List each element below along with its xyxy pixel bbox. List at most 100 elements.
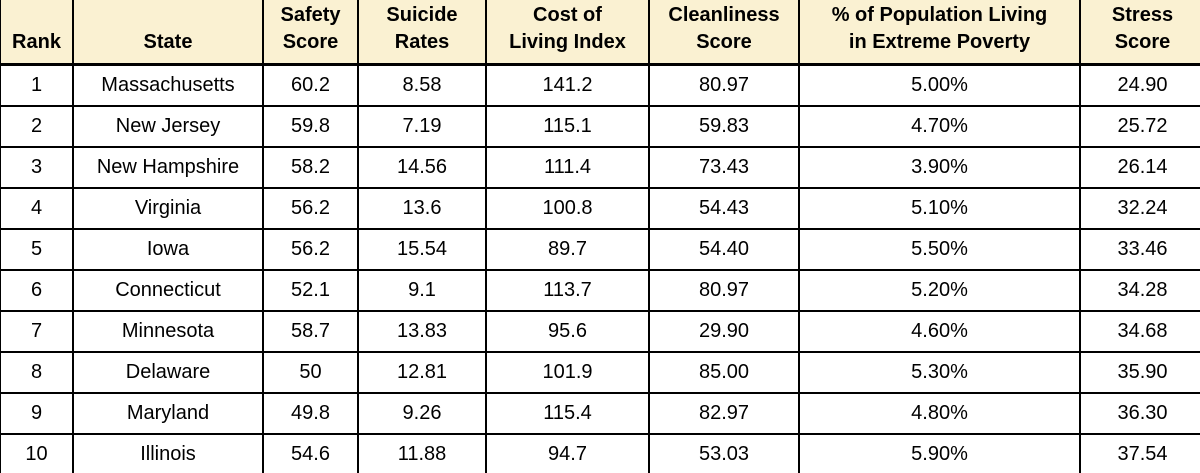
- cell-poverty-pct: 5.50%: [798, 227, 1081, 271]
- cell-stress-score: 32.24: [1079, 186, 1200, 230]
- table-row: 4 Virginia 56.2 13.6 100.8 54.43 5.10% 3…: [0, 186, 1200, 230]
- cell-cost-of-living: 101.9: [485, 350, 650, 394]
- cell-cleanliness-score: 85.00: [648, 350, 800, 394]
- cell-rank: 3: [0, 145, 74, 189]
- cell-suicide-rates: 13.6: [357, 186, 487, 230]
- table-row: 6 Connecticut 52.1 9.1 113.7 80.97 5.20%…: [0, 268, 1200, 312]
- column-header-safety-score: Safety Score: [262, 0, 359, 66]
- cell-suicide-rates: 13.83: [357, 309, 487, 353]
- column-header-cleanliness-score: Cleanliness Score: [648, 0, 800, 66]
- cell-rank: 10: [0, 432, 74, 473]
- cell-state: Maryland: [72, 391, 264, 435]
- table-row: 2 New Jersey 59.8 7.19 115.1 59.83 4.70%…: [0, 104, 1200, 148]
- cell-cost-of-living: 115.4: [485, 391, 650, 435]
- cell-poverty-pct: 4.70%: [798, 104, 1081, 148]
- cell-suicide-rates: 8.58: [357, 63, 487, 107]
- cell-stress-score: 37.54: [1079, 432, 1200, 473]
- cell-stress-score: 24.90: [1079, 63, 1200, 107]
- cell-suicide-rates: 9.26: [357, 391, 487, 435]
- column-header-suicide-rates: Suicide Rates: [357, 0, 487, 66]
- column-header-extreme-poverty-pct: % of Population Living in Extreme Povert…: [798, 0, 1081, 66]
- table-row: 3 New Hampshire 58.2 14.56 111.4 73.43 3…: [0, 145, 1200, 189]
- cell-poverty-pct: 4.60%: [798, 309, 1081, 353]
- cell-cleanliness-score: 54.40: [648, 227, 800, 271]
- cell-safety-score: 56.2: [262, 227, 359, 271]
- cell-suicide-rates: 11.88: [357, 432, 487, 473]
- cell-cleanliness-score: 59.83: [648, 104, 800, 148]
- cell-cost-of-living: 89.7: [485, 227, 650, 271]
- cell-poverty-pct: 5.20%: [798, 268, 1081, 312]
- cell-safety-score: 60.2: [262, 63, 359, 107]
- cell-safety-score: 56.2: [262, 186, 359, 230]
- cell-suicide-rates: 7.19: [357, 104, 487, 148]
- cell-safety-score: 59.8: [262, 104, 359, 148]
- cell-stress-score: 35.90: [1079, 350, 1200, 394]
- cell-cost-of-living: 100.8: [485, 186, 650, 230]
- cell-rank: 2: [0, 104, 74, 148]
- cell-poverty-pct: 5.90%: [798, 432, 1081, 473]
- cell-safety-score: 58.7: [262, 309, 359, 353]
- cell-cost-of-living: 113.7: [485, 268, 650, 312]
- cell-cost-of-living: 141.2: [485, 63, 650, 107]
- cell-stress-score: 36.30: [1079, 391, 1200, 435]
- cell-poverty-pct: 5.30%: [798, 350, 1081, 394]
- cell-state: Virginia: [72, 186, 264, 230]
- cell-rank: 4: [0, 186, 74, 230]
- table-row: 1 Massachusetts 60.2 8.58 141.2 80.97 5.…: [0, 63, 1200, 107]
- cell-stress-score: 26.14: [1079, 145, 1200, 189]
- cell-state: Massachusetts: [72, 63, 264, 107]
- column-header-stress-score: Stress Score: [1079, 0, 1200, 66]
- cell-suicide-rates: 9.1: [357, 268, 487, 312]
- cell-suicide-rates: 15.54: [357, 227, 487, 271]
- header-row: Rank State Safety Score Suicide Rates Co…: [0, 0, 1200, 66]
- cell-state: New Jersey: [72, 104, 264, 148]
- cell-stress-score: 25.72: [1079, 104, 1200, 148]
- cell-state: New Hampshire: [72, 145, 264, 189]
- cell-state: Minnesota: [72, 309, 264, 353]
- cell-cleanliness-score: 54.43: [648, 186, 800, 230]
- cell-state: Connecticut: [72, 268, 264, 312]
- cell-cleanliness-score: 80.97: [648, 63, 800, 107]
- cell-state: Delaware: [72, 350, 264, 394]
- cell-stress-score: 33.46: [1079, 227, 1200, 271]
- cell-cost-of-living: 94.7: [485, 432, 650, 473]
- cell-suicide-rates: 12.81: [357, 350, 487, 394]
- cell-rank: 9: [0, 391, 74, 435]
- cell-poverty-pct: 3.90%: [798, 145, 1081, 189]
- column-header-cost-of-living-index: Cost of Living Index: [485, 0, 650, 66]
- cell-stress-score: 34.28: [1079, 268, 1200, 312]
- cell-cleanliness-score: 73.43: [648, 145, 800, 189]
- cell-safety-score: 49.8: [262, 391, 359, 435]
- cell-rank: 7: [0, 309, 74, 353]
- cell-cleanliness-score: 29.90: [648, 309, 800, 353]
- table-row: 10 Illinois 54.6 11.88 94.7 53.03 5.90% …: [0, 432, 1200, 473]
- cell-state: Iowa: [72, 227, 264, 271]
- cell-rank: 5: [0, 227, 74, 271]
- cell-cost-of-living: 95.6: [485, 309, 650, 353]
- cell-safety-score: 58.2: [262, 145, 359, 189]
- cell-rank: 1: [0, 63, 74, 107]
- cell-rank: 6: [0, 268, 74, 312]
- cell-rank: 8: [0, 350, 74, 394]
- cell-poverty-pct: 5.00%: [798, 63, 1081, 107]
- cell-safety-score: 54.6: [262, 432, 359, 473]
- column-header-state: State: [72, 0, 264, 66]
- column-header-rank: Rank: [0, 0, 74, 66]
- cell-poverty-pct: 5.10%: [798, 186, 1081, 230]
- cell-cleanliness-score: 80.97: [648, 268, 800, 312]
- table-row: 8 Delaware 50 12.81 101.9 85.00 5.30% 35…: [0, 350, 1200, 394]
- cell-safety-score: 50: [262, 350, 359, 394]
- table-row: 5 Iowa 56.2 15.54 89.7 54.40 5.50% 33.46: [0, 227, 1200, 271]
- table-row: 7 Minnesota 58.7 13.83 95.6 29.90 4.60% …: [0, 309, 1200, 353]
- cell-cleanliness-score: 82.97: [648, 391, 800, 435]
- cell-state: Illinois: [72, 432, 264, 473]
- cell-cleanliness-score: 53.03: [648, 432, 800, 473]
- cell-poverty-pct: 4.80%: [798, 391, 1081, 435]
- cell-cost-of-living: 115.1: [485, 104, 650, 148]
- cell-suicide-rates: 14.56: [357, 145, 487, 189]
- cell-safety-score: 52.1: [262, 268, 359, 312]
- cell-cost-of-living: 111.4: [485, 145, 650, 189]
- cell-stress-score: 34.68: [1079, 309, 1200, 353]
- table-row: 9 Maryland 49.8 9.26 115.4 82.97 4.80% 3…: [0, 391, 1200, 435]
